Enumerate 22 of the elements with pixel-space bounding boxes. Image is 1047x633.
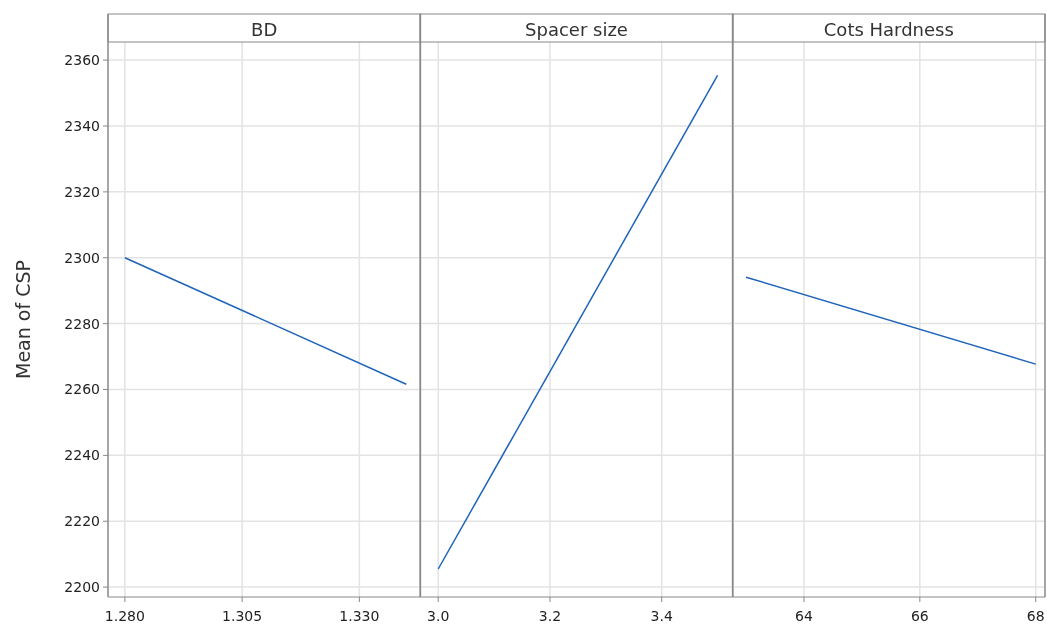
x-tick-label: 3.2 <box>538 608 562 624</box>
x-tick-label: 3.0 <box>427 608 450 624</box>
x-tick-label: 1.305 <box>222 608 263 624</box>
chart-title: Spacer size <box>525 19 628 40</box>
y-tick-label: 2320 <box>64 183 100 200</box>
x-tick-label: 68 <box>1026 608 1045 624</box>
y-tick-label: 2240 <box>64 447 100 464</box>
x-tick-label: 66 <box>910 608 929 624</box>
y-tick-label: 2200 <box>64 579 100 596</box>
y-tick-label: 2280 <box>64 315 100 332</box>
y-tick-label: 2340 <box>64 117 100 134</box>
y-axis-title: Mean of CSP <box>12 260 34 379</box>
x-tick-label: 1.330 <box>339 608 380 624</box>
x-tick-label: 1.280 <box>104 608 145 624</box>
y-tick-label: 2220 <box>64 513 100 530</box>
chart-title: BD <box>251 19 278 40</box>
chart-title: Cots Hardness <box>823 19 954 40</box>
y-tick-label: 2300 <box>64 249 100 266</box>
y-tick-label: 2260 <box>64 381 100 398</box>
y-tick-label: 2360 <box>64 52 100 69</box>
x-tick-label: 64 <box>795 608 813 624</box>
x-tick-label: 3.4 <box>650 608 673 624</box>
